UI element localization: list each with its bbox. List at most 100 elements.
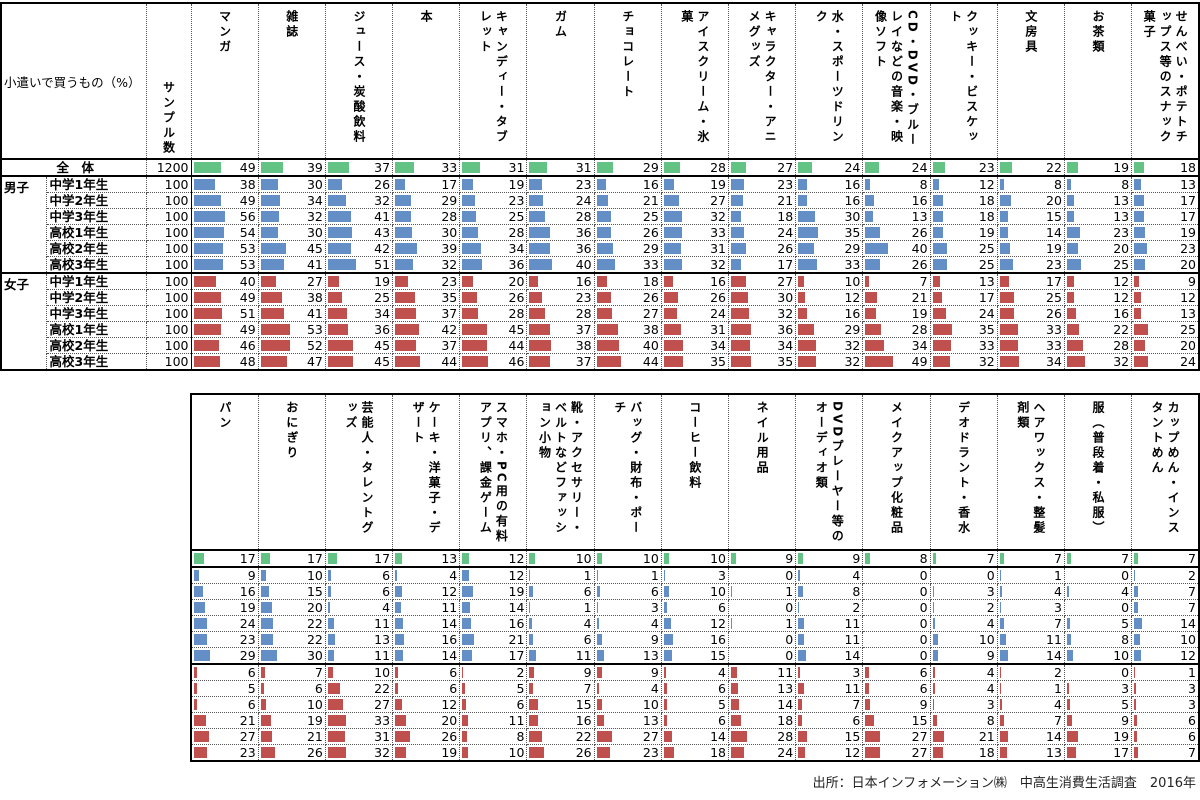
- value-wrap: 8: [1065, 177, 1130, 192]
- value-number: 21: [642, 193, 659, 208]
- value-cell: 26: [996, 305, 1065, 322]
- value-bar: [462, 308, 478, 319]
- value-wrap: 37: [326, 160, 391, 174]
- value-wrap: 16: [528, 274, 593, 289]
- value-wrap: 4: [394, 568, 459, 583]
- value-cell: 19: [929, 224, 998, 241]
- value-number: 19: [441, 745, 458, 760]
- value-number: 34: [508, 241, 525, 256]
- value-wrap: 52: [259, 339, 324, 353]
- value-number: 51: [239, 306, 256, 321]
- value-number: 14: [844, 648, 861, 663]
- value-cell: 10: [1131, 631, 1200, 648]
- value-cell: 33: [392, 158, 461, 177]
- value-bar: [596, 227, 612, 238]
- value-bar: [260, 602, 272, 613]
- value-number: 31: [508, 160, 525, 175]
- value-bar: [865, 324, 882, 335]
- value-bar: [596, 553, 603, 564]
- value-cell: 28: [459, 224, 528, 241]
- value-wrap: 17: [326, 551, 391, 565]
- value-number: 18: [978, 209, 995, 224]
- value-cell: 16: [392, 631, 461, 648]
- value-bar: [663, 324, 682, 335]
- value-cell: 26: [593, 289, 662, 306]
- value-number: 23: [575, 290, 592, 305]
- sample-size: 100: [145, 289, 192, 306]
- value-number: 15: [710, 648, 726, 663]
- value-bar: [865, 243, 888, 254]
- value-number: 30: [306, 225, 323, 240]
- value-cell: 9: [929, 647, 998, 665]
- value-cell: 19: [1131, 224, 1200, 241]
- value-number: 12: [508, 551, 525, 566]
- value-number: 34: [374, 306, 391, 321]
- value-number: 27: [911, 745, 928, 760]
- value-cell: 16: [660, 631, 730, 648]
- value-cell: 19: [257, 712, 326, 729]
- value-wrap: 27: [662, 193, 727, 208]
- value-number: 32: [710, 209, 727, 224]
- value-wrap: 6: [662, 714, 727, 728]
- value-cell: 5: [459, 680, 528, 697]
- value-bar: [798, 195, 808, 206]
- value-bar: [596, 162, 613, 173]
- value-wrap: 32: [259, 210, 324, 224]
- value-cell: 23: [392, 272, 461, 290]
- value-bar: [865, 715, 874, 726]
- value-cell: 13: [324, 631, 394, 648]
- value-number: 19: [1046, 241, 1062, 256]
- table-row: 21 19 33 20 11 16 13 6 18 6 15 8 7 9 6: [190, 712, 1200, 729]
- value-wrap: 10: [461, 745, 526, 760]
- value-bar: [932, 715, 938, 726]
- value-number: 20: [1180, 257, 1196, 272]
- value-cell: 6: [1131, 728, 1200, 745]
- value-number: 19: [1180, 225, 1196, 240]
- value-wrap: 20: [998, 194, 1063, 208]
- value-bar: [327, 179, 343, 190]
- value-bar: [395, 340, 416, 351]
- value-bar: [529, 586, 533, 597]
- value-bar: [260, 731, 273, 742]
- item-column-header: バッグ・財布・ポーチ: [593, 393, 662, 551]
- value-number: 18: [777, 209, 794, 224]
- value-bar: [663, 162, 680, 173]
- value-cell: 4: [996, 696, 1065, 713]
- value-number: 24: [844, 160, 861, 175]
- table-row: 中学3年生 100 51 41 34 37 28 28 27 24 32 16 19 24 26 16 13: [1, 305, 1200, 322]
- value-cell: 31: [526, 158, 595, 177]
- value-number: 42: [441, 322, 458, 337]
- value-number: 27: [710, 193, 727, 208]
- value-cell: 5: [660, 696, 730, 713]
- value-cell: 3: [1131, 680, 1200, 697]
- value-bar: [596, 324, 618, 335]
- value-bar: [529, 195, 543, 206]
- value-wrap: 40: [528, 257, 593, 271]
- item-label: DVDプレーヤー等のオーディオ類: [814, 401, 845, 545]
- value-number: 4: [718, 665, 726, 680]
- item-label: キャラクター・アニメグッズ: [747, 10, 778, 145]
- value-number: 36: [575, 241, 592, 256]
- value-number: 13: [1113, 193, 1130, 208]
- value-number: 21: [978, 729, 995, 744]
- value-bar: [462, 324, 488, 335]
- value-number: 35: [844, 225, 861, 240]
- value-number: 29: [642, 160, 659, 175]
- value-cell: 33: [996, 337, 1065, 354]
- value-bar: [327, 259, 357, 270]
- value-wrap: 16: [461, 617, 526, 631]
- value-number: 22: [306, 632, 323, 647]
- value-number: 22: [306, 616, 323, 631]
- value-bar: [663, 650, 673, 661]
- value-bar: [731, 715, 742, 726]
- value-wrap: 17: [1133, 194, 1198, 208]
- value-number: 9: [986, 648, 995, 663]
- value-cell: 24: [728, 224, 797, 241]
- value-cell: 24: [727, 744, 797, 762]
- value-wrap: 17: [1065, 745, 1130, 760]
- value-bar: [1066, 211, 1075, 222]
- value-wrap: 19: [1133, 225, 1198, 240]
- value-cell: 14: [727, 696, 797, 713]
- value-number: 13: [374, 632, 391, 647]
- value-cell: 24: [862, 158, 931, 177]
